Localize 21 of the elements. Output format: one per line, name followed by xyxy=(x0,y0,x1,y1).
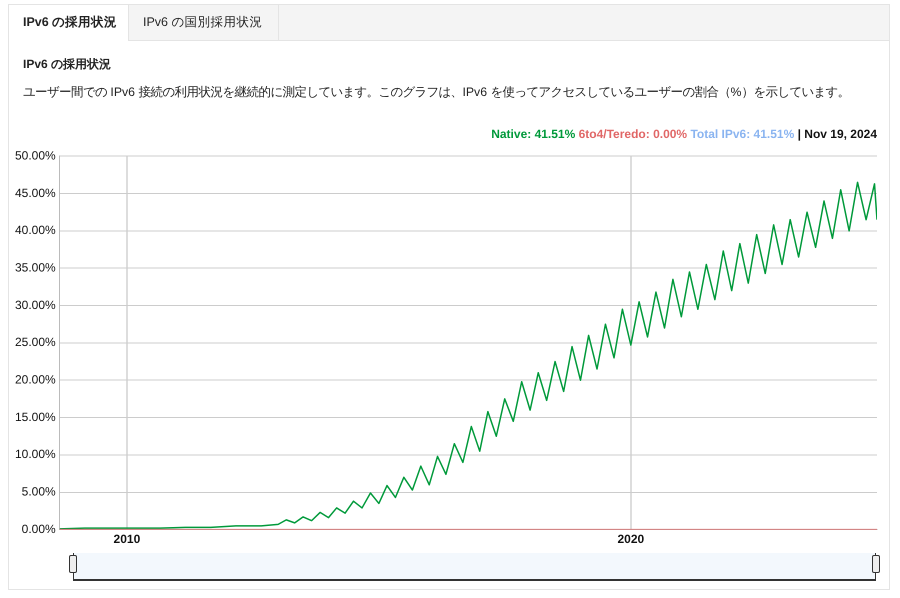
chart-title: IPv6 の採用状況 xyxy=(23,56,112,73)
y-tick-label: 30.00% xyxy=(14,298,56,312)
y-tick-label: 25.00% xyxy=(14,335,56,350)
y-tick-label: 10.00% xyxy=(14,447,56,462)
y-tick-label: 40.00% xyxy=(14,223,56,238)
y-tick-label: 20.00% xyxy=(14,372,56,387)
y-tick-label: 0.00% xyxy=(22,522,56,536)
text: | Nov 19, 2024 xyxy=(798,127,877,141)
text: Total IPv6: 41.51% xyxy=(690,127,796,141)
text: 6to4/Teredo: 0.00% xyxy=(578,127,688,141)
text: IPv6 の国別採用状況 xyxy=(129,5,279,40)
y-tick-label: 50.00% xyxy=(14,148,56,163)
x-tick-label: 2020 xyxy=(617,532,644,546)
y-tick-label: 5.00% xyxy=(22,484,56,499)
chart-title: IPv6 の採用状況 xyxy=(23,15,118,29)
x-tick-label: 2010 xyxy=(114,532,141,546)
y-tick-label: 45.00% xyxy=(14,186,56,200)
text: Native: 41.51% xyxy=(491,127,576,141)
y-tick-label: 35.00% xyxy=(14,260,56,275)
y-tick-label: 15.00% xyxy=(14,410,56,424)
chart-subtitle: ユーザー間での IPv6 接続の利用状況を継続的に測定しています。このグラフは、IPv6 を使ってアクセスしているユーザーの割合（%）を示しています。 xyxy=(23,84,850,101)
